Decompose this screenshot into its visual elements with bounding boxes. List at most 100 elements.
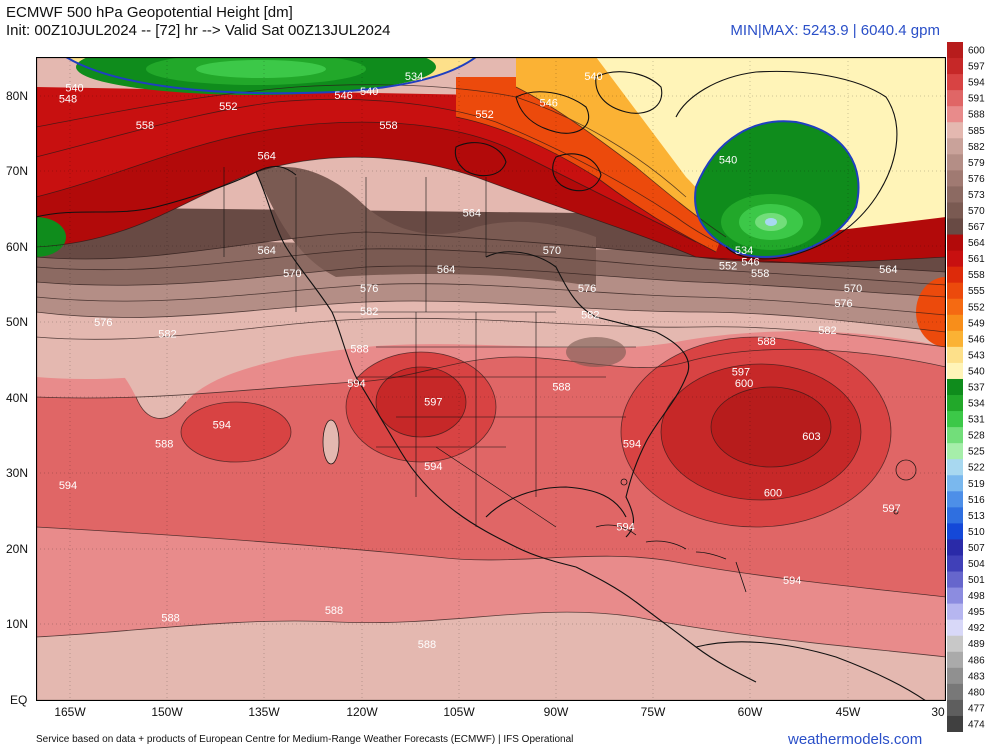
legend-label: 498 bbox=[968, 591, 985, 602]
contour-label: 597 bbox=[882, 503, 900, 515]
legend-label: 549 bbox=[968, 318, 985, 329]
legend-label: 513 bbox=[968, 511, 985, 522]
legend-label: 552 bbox=[968, 302, 985, 313]
legend-swatch bbox=[947, 186, 963, 203]
lon-label-45w: 45W bbox=[835, 705, 861, 719]
legend-label: 528 bbox=[968, 431, 985, 442]
lon-label-135w: 135W bbox=[248, 705, 280, 719]
contour-label: 576 bbox=[578, 283, 596, 295]
legend-label: 534 bbox=[968, 399, 985, 410]
lon-label-90w: 90W bbox=[543, 705, 569, 719]
legend-swatch bbox=[947, 58, 963, 75]
lon-label-150w: 150W bbox=[151, 705, 183, 719]
contour-label: 600 bbox=[764, 488, 782, 500]
legend-swatch bbox=[947, 42, 963, 59]
legend-swatch bbox=[947, 106, 963, 123]
legend-swatch bbox=[947, 635, 963, 653]
contour-label: 594 bbox=[616, 522, 634, 534]
legend-label: 585 bbox=[968, 126, 985, 137]
atlantic-high-603 bbox=[711, 387, 831, 467]
legend-label: 477 bbox=[968, 703, 985, 714]
graticule bbox=[36, 57, 946, 701]
legend-swatch bbox=[947, 346, 963, 364]
legend-swatch bbox=[947, 651, 963, 669]
lat-label-80n: 80N bbox=[6, 89, 29, 103]
contour-label: 597 bbox=[732, 366, 750, 378]
lat-label-70n: 70N bbox=[6, 164, 29, 178]
contour-label: 582 bbox=[818, 325, 836, 337]
contour-label: 558 bbox=[136, 120, 154, 132]
contour-label: 597 bbox=[424, 397, 442, 409]
map-title: ECMWF 500 hPa Geopotential Height [dm] bbox=[6, 4, 293, 21]
contour-label: 548 bbox=[59, 94, 77, 106]
contour-label: 552 bbox=[219, 101, 237, 113]
legend-swatch bbox=[947, 555, 963, 573]
legend-swatch bbox=[947, 715, 963, 732]
contour-label: 564 bbox=[463, 207, 481, 219]
legend-label: 525 bbox=[968, 447, 985, 458]
color-scale-legend: 600 597 594 591 588 585 582 579 576 573 570 567 564 5… bbox=[947, 42, 985, 732]
legend-label: 546 bbox=[968, 334, 985, 345]
coastlines bbox=[36, 70, 927, 701]
contour-label: 588 bbox=[757, 336, 775, 348]
legend-label: 510 bbox=[968, 527, 985, 538]
contour-label: 546 bbox=[334, 90, 352, 102]
legend-label: 504 bbox=[968, 559, 985, 570]
contour-label: 576 bbox=[94, 317, 112, 329]
lat-label-50n: 50N bbox=[6, 315, 29, 329]
legend-label: 582 bbox=[968, 142, 985, 153]
legend-swatch bbox=[947, 362, 963, 380]
legend-label: 489 bbox=[968, 639, 985, 650]
legend-swatch bbox=[947, 202, 963, 220]
legend-swatch bbox=[947, 250, 963, 268]
band-546 bbox=[516, 57, 736, 237]
sw-us-high-597 bbox=[376, 367, 466, 437]
legend-label: 570 bbox=[968, 206, 985, 217]
contour-label: 570 bbox=[543, 245, 561, 257]
contour-label: 594 bbox=[59, 480, 77, 492]
brand-link[interactable]: weathermodels.com bbox=[788, 731, 923, 748]
contour-label: 552 bbox=[475, 109, 493, 121]
legend-label: 579 bbox=[968, 158, 985, 169]
contour-label: 534 bbox=[405, 71, 423, 83]
contour-label: 588 bbox=[552, 382, 570, 394]
contour-label: 570 bbox=[844, 283, 862, 295]
contour-label: 594 bbox=[213, 420, 231, 432]
legend-swatch bbox=[947, 459, 963, 476]
data-credit: Service based on data + products of Euro… bbox=[36, 734, 574, 745]
west-edge-low bbox=[36, 217, 66, 257]
min-max-readout: MIN|MAX: 5243.9 | 6040.4 gpm bbox=[730, 22, 940, 39]
legend-swatch bbox=[947, 619, 963, 637]
legend-label: 573 bbox=[968, 190, 985, 201]
contour-label: 594 bbox=[783, 575, 801, 587]
contour-label: 576 bbox=[834, 298, 852, 310]
legend-swatch bbox=[947, 154, 963, 171]
legend-label: 474 bbox=[968, 719, 985, 730]
lat-label-20n: 20N bbox=[6, 542, 29, 556]
legend-label: 591 bbox=[968, 94, 985, 105]
greenland-low-core bbox=[765, 218, 777, 226]
contour-label: 564 bbox=[437, 264, 455, 276]
legend-label: 597 bbox=[968, 62, 985, 73]
legend-label: 519 bbox=[968, 479, 985, 490]
legend-label: 600 bbox=[968, 46, 985, 57]
contour-label: 594 bbox=[347, 378, 365, 390]
legend-swatch bbox=[947, 667, 963, 685]
borders bbox=[223, 167, 636, 528]
legend-label: 486 bbox=[968, 655, 985, 666]
contour-label: 603 bbox=[802, 431, 820, 443]
legend-label: 492 bbox=[968, 623, 985, 634]
legend-label: 594 bbox=[968, 78, 985, 89]
contour-label: 534 bbox=[735, 245, 753, 257]
legend-swatch bbox=[947, 330, 963, 348]
lon-label-30: 30 bbox=[931, 705, 945, 719]
contour-label: 558 bbox=[751, 268, 769, 280]
contour-label: 594 bbox=[424, 461, 442, 473]
legend-swatch bbox=[947, 170, 963, 187]
legend-label: 564 bbox=[968, 238, 985, 249]
contour-label: 600 bbox=[735, 378, 753, 390]
lat-label-eq: EQ bbox=[10, 693, 28, 707]
contour-label: 594 bbox=[623, 438, 641, 450]
lat-label-40n: 40N bbox=[6, 391, 29, 405]
